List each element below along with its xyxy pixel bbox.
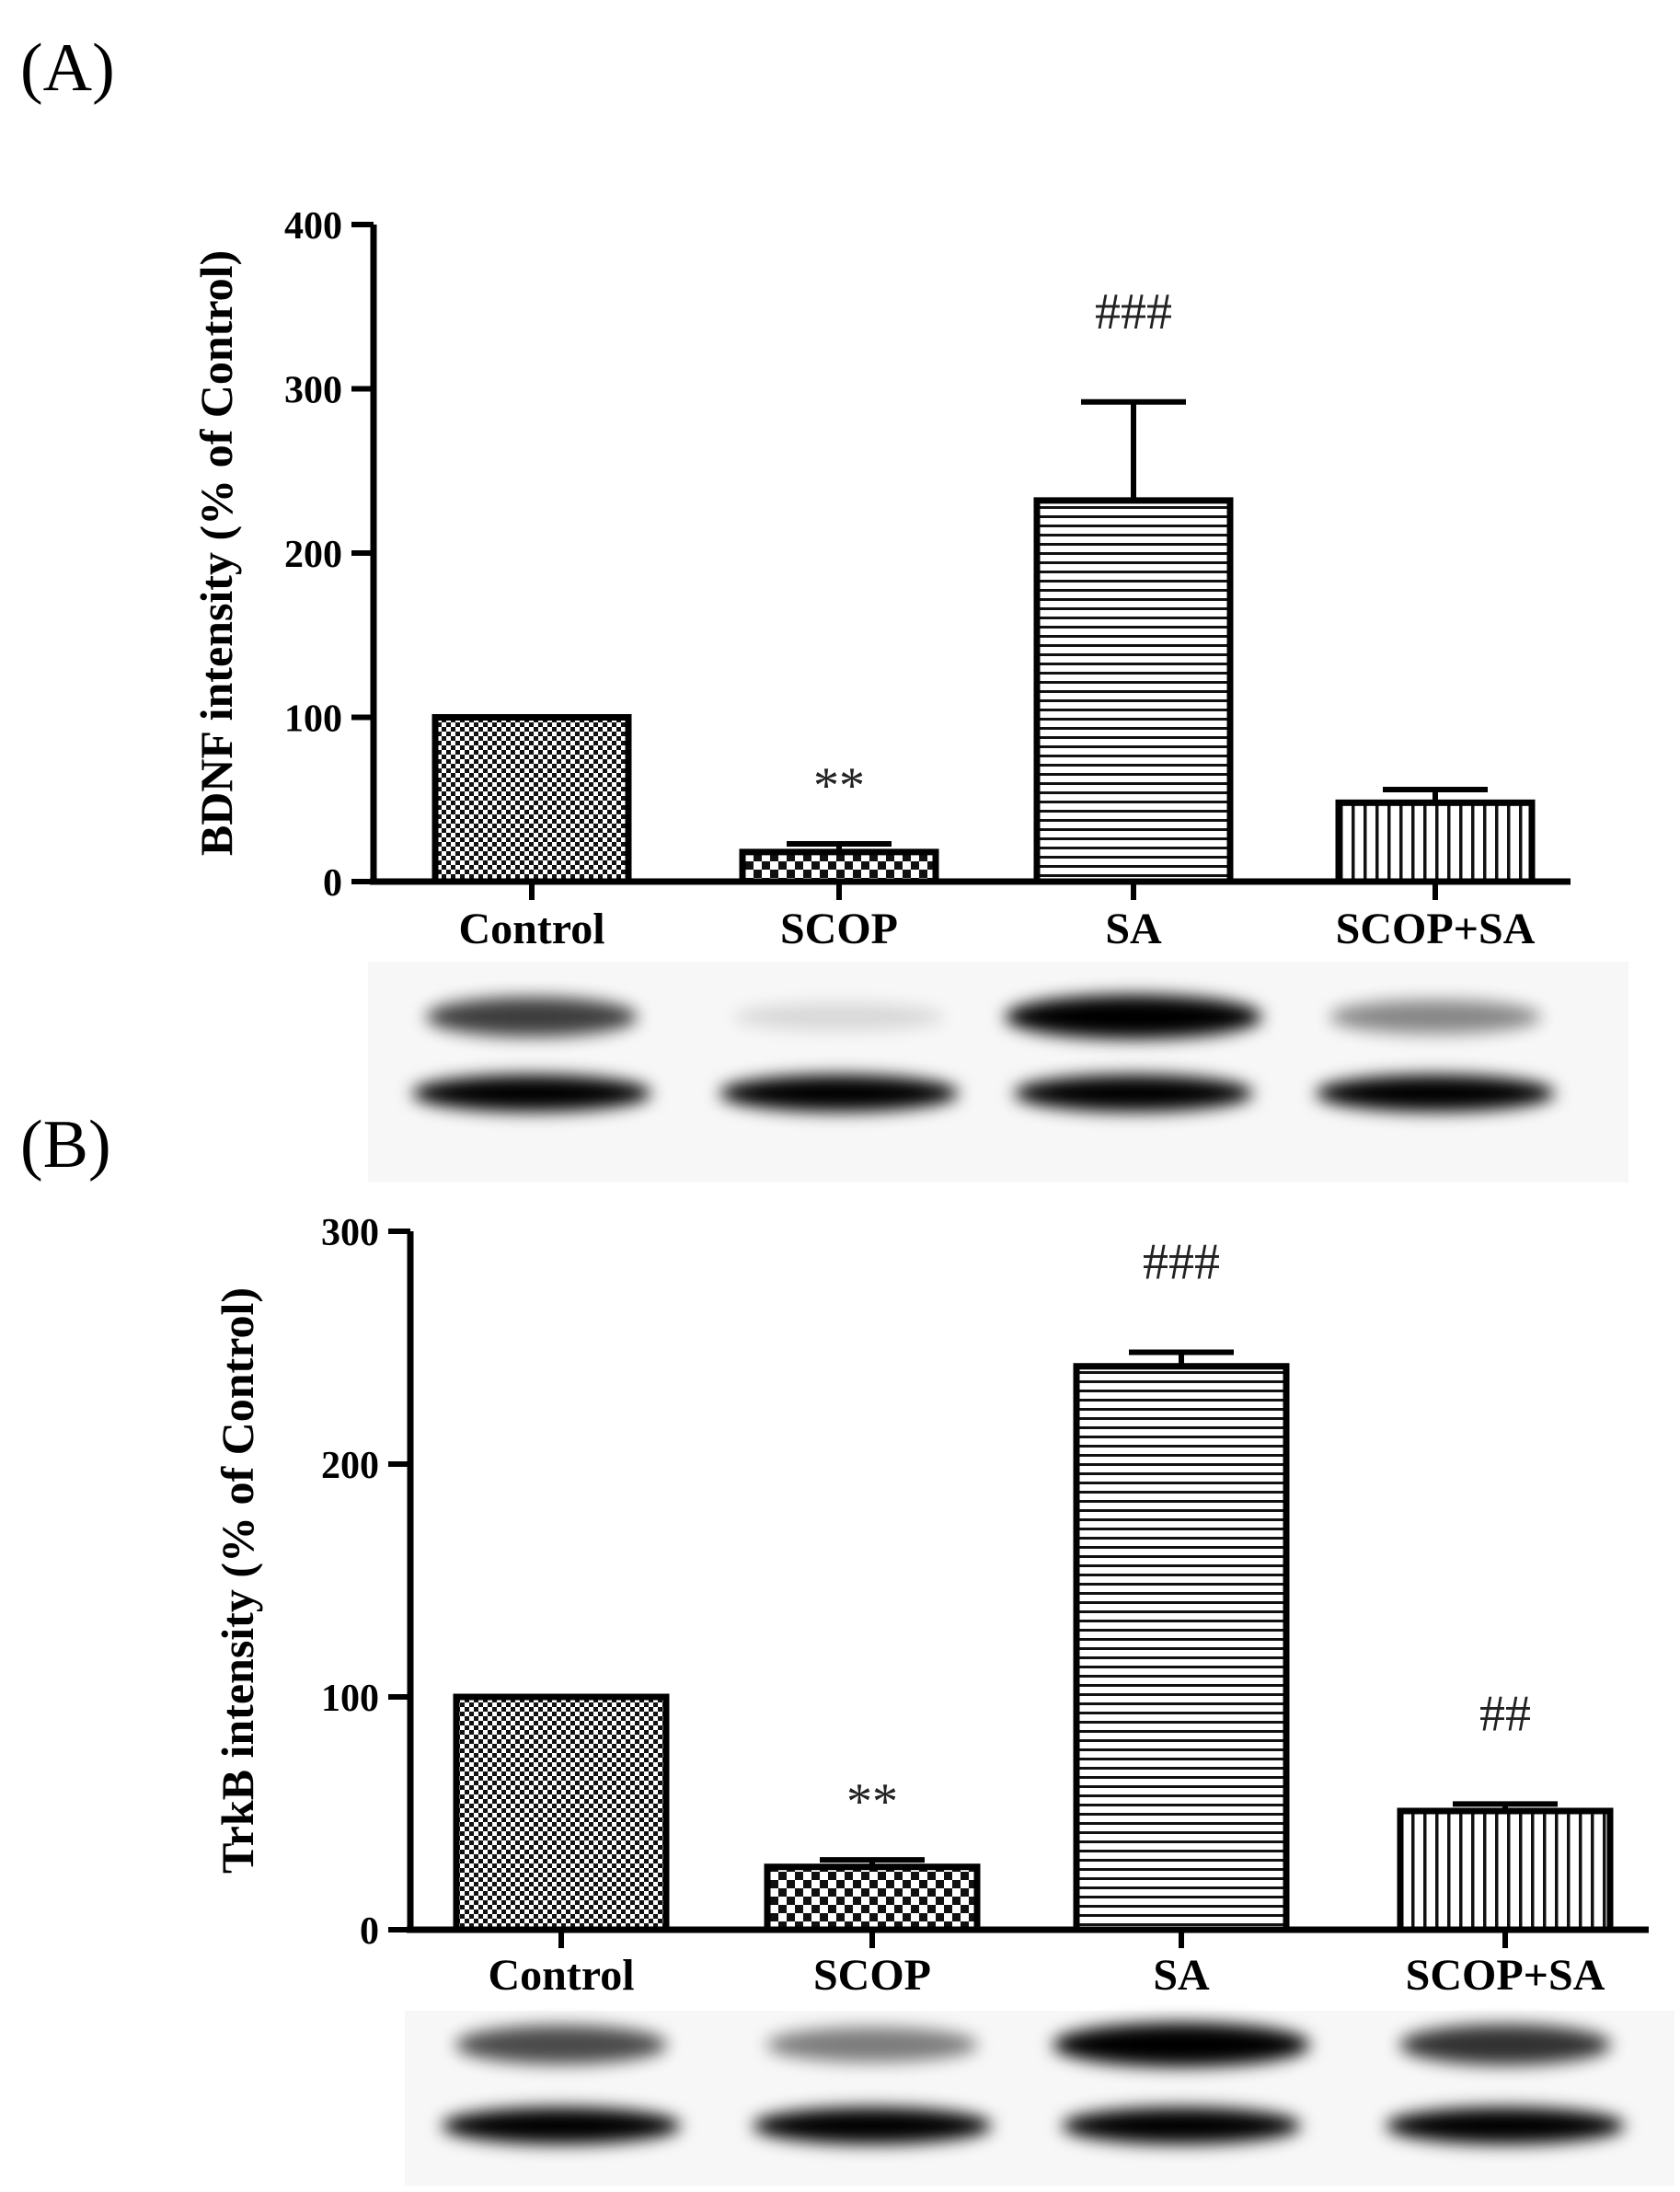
blot-band (766, 2027, 978, 2062)
y-tick-label: 0 (323, 862, 342, 905)
bar (1397, 1807, 1614, 1933)
blot-band (1062, 2107, 1301, 2144)
bar (1335, 799, 1536, 885)
blot-band (719, 1075, 959, 1112)
blot-band (426, 997, 638, 1037)
blot-band (1386, 2107, 1625, 2144)
significance-label: ### (1095, 283, 1172, 340)
blot-band (1399, 2025, 1611, 2065)
western-blot (368, 962, 1628, 1183)
bar (453, 1693, 670, 1933)
blot-band (455, 2025, 667, 2064)
panel-b: (B) TrkB intensity (% of Control) 0 100 20… (20, 1107, 1674, 2186)
y-tick-label: 100 (284, 698, 342, 741)
blot-band (1053, 2023, 1310, 2067)
x-tick-label: Control (488, 1951, 634, 2000)
blot-background (368, 962, 1628, 1183)
bar (1033, 497, 1234, 885)
x-tick-label: SA (1153, 1951, 1210, 2000)
bar (1073, 1363, 1290, 1933)
y-tick-label: 200 (321, 1445, 379, 1487)
blot-band (733, 1002, 945, 1032)
bar (739, 848, 939, 885)
x-tick-label: SCOP (813, 1951, 931, 2000)
significance-label: ### (1143, 1234, 1220, 1291)
x-tick-label: SCOP (780, 905, 898, 953)
blot-band (1005, 995, 1262, 1039)
y-tick-label: 300 (321, 1212, 379, 1254)
x-tick-label: SCOP+SA (1336, 905, 1536, 953)
western-blot (405, 2011, 1674, 2186)
significance-label: ## (1479, 1685, 1531, 1742)
blot-band (1316, 1075, 1555, 1112)
bars: **##### (453, 1234, 1614, 1933)
panel-b-label: (B) (20, 1107, 111, 1183)
blot-band (1014, 1075, 1253, 1112)
blot-band (442, 2107, 681, 2144)
y-tick-label: 400 (284, 205, 342, 248)
significance-label: ** (813, 757, 865, 814)
x-tick-label: SCOP+SA (1406, 1951, 1605, 2000)
x-tick-label: SA (1105, 905, 1162, 953)
panel-a: (A) BDNF intensity (% of Control) 0 100 20… (20, 30, 1628, 1183)
y-tick-label: 200 (284, 534, 342, 576)
y-axis-title: TrkB intensity (% of Control) (212, 1287, 263, 1874)
significance-label: ** (846, 1773, 898, 1830)
y-tick-label: 300 (284, 370, 342, 412)
bars: ** ### (432, 283, 1536, 885)
blot-band (1329, 999, 1541, 1034)
blot-band (412, 1075, 651, 1112)
bar (764, 1863, 981, 1933)
x-tick-label: Control (458, 905, 604, 953)
panel-a-label: (A) (20, 30, 115, 106)
blot-band (753, 2107, 992, 2144)
bar (432, 714, 632, 885)
y-tick-label: 0 (360, 1910, 379, 1953)
y-axis-title: BDNF intensity (% of Control) (190, 250, 242, 856)
y-tick-label: 100 (321, 1678, 379, 1720)
